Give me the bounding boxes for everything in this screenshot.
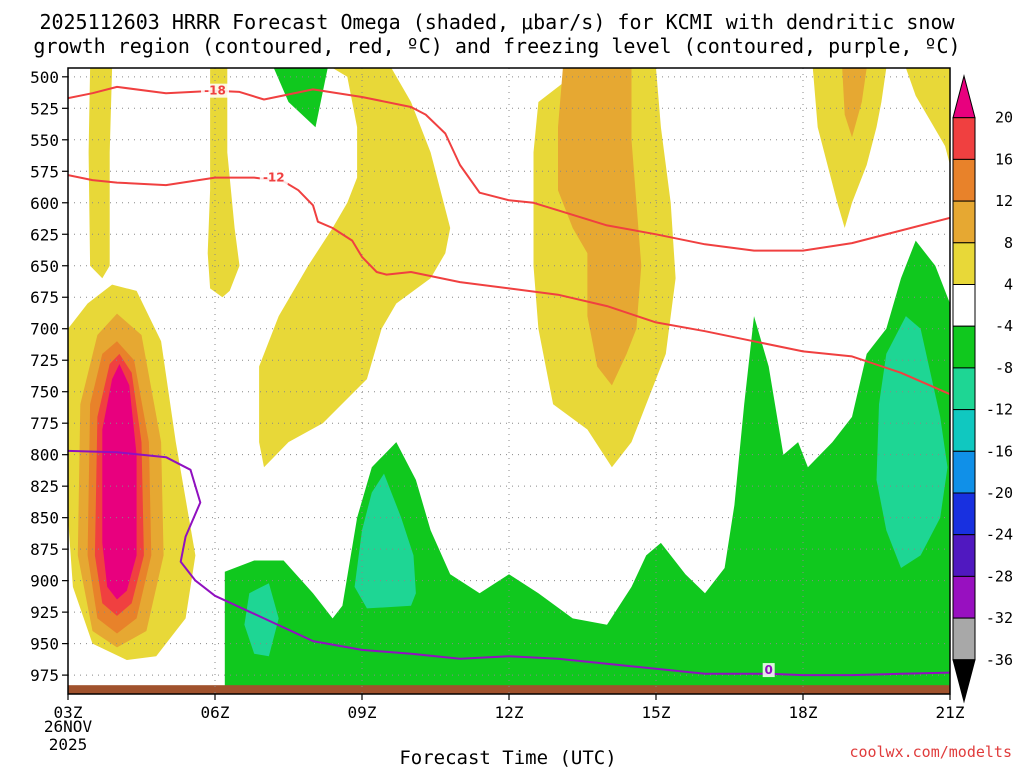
x-date-line-1: 26NOV bbox=[44, 717, 93, 736]
y-tick-label: 850 bbox=[30, 509, 59, 528]
colorbar-bin bbox=[952, 409, 976, 452]
colorbar-label: -8 bbox=[995, 359, 1013, 377]
colorbar-label: 16 bbox=[995, 150, 1013, 168]
y-tick-label: 500 bbox=[30, 68, 59, 87]
y-tick-label: 950 bbox=[30, 635, 59, 654]
contour-layer: -18 -12 0 bbox=[68, 83, 950, 678]
colorbar-bin bbox=[952, 158, 976, 202]
dgz-bottom-contour bbox=[68, 174, 950, 396]
colorbar-label: -24 bbox=[986, 526, 1013, 544]
colorbar-bin bbox=[952, 117, 976, 160]
x-tick-label: 06Z bbox=[201, 703, 230, 722]
x-tick-label: 18Z bbox=[789, 703, 818, 722]
y-tick-label: 725 bbox=[30, 351, 59, 370]
y-tick-label: 975 bbox=[30, 666, 59, 685]
x-date-line-2: 2025 bbox=[49, 735, 88, 754]
y-tick-label: 800 bbox=[30, 446, 59, 465]
dgz-top-label-bg bbox=[201, 83, 229, 98]
y-tick-label: 650 bbox=[30, 257, 59, 276]
colorbar-label: 20 bbox=[995, 109, 1013, 127]
colorbar-bin bbox=[952, 284, 976, 327]
colorbar-label: 8 bbox=[1004, 234, 1013, 252]
colorbar-label: -16 bbox=[986, 442, 1013, 460]
omega-region-13 bbox=[273, 68, 328, 128]
omega-region-17 bbox=[876, 316, 948, 568]
omega-region-10 bbox=[812, 68, 887, 228]
colorbar-bin bbox=[952, 367, 976, 411]
chart-title-line-2: growth region (contoured, red, ºC) and f… bbox=[33, 34, 960, 58]
x-axis-title: Forecast Time (UTC) bbox=[399, 747, 616, 768]
colorbar-bin bbox=[952, 534, 976, 577]
omega-region-12 bbox=[905, 68, 950, 165]
freezing-level-label-bg bbox=[762, 663, 775, 678]
x-tick-label: 21Z bbox=[936, 703, 965, 722]
colorbar-label: -4 bbox=[995, 317, 1013, 335]
y-tick-label: 600 bbox=[30, 194, 59, 213]
y-tick-label: 675 bbox=[30, 288, 59, 307]
colorbar-top-arrow bbox=[952, 74, 976, 119]
omega-region-11 bbox=[842, 68, 867, 138]
y-tick-label: 550 bbox=[30, 131, 59, 150]
omega-region-15 bbox=[244, 583, 279, 657]
colorbar-bin bbox=[952, 492, 976, 536]
x-axis: 03Z 06Z 09Z 12Z 15Z 18Z 21Z bbox=[54, 694, 965, 722]
omega-region-6 bbox=[207, 68, 240, 298]
y-tick-label: 925 bbox=[30, 603, 59, 622]
credit-link[interactable]: coolwx.com/modelts bbox=[849, 743, 1012, 761]
colorbar: 20 16 12 8 4 -4 -8 -12 -16 -20 -24 -28 -32 -36 bbox=[952, 74, 1013, 704]
x-tick-label: 12Z bbox=[495, 703, 524, 722]
omega-region-16 bbox=[354, 473, 416, 609]
dgz-bottom-label-bg bbox=[259, 170, 288, 185]
colorbar-label: -36 bbox=[986, 651, 1013, 669]
ground-layer bbox=[68, 685, 950, 694]
omega-region-9 bbox=[558, 68, 642, 386]
y-tick-label: 750 bbox=[30, 383, 59, 402]
dgz-bottom-label: -12 bbox=[263, 171, 285, 185]
y-tick-label: 825 bbox=[30, 477, 59, 496]
colorbar-bin bbox=[952, 617, 976, 661]
y-axis: 500 525 550 575 600 625 650 675 700 725 750 775 800 8… bbox=[30, 68, 68, 685]
colorbar-bin bbox=[952, 200, 976, 244]
colorbar-label: -32 bbox=[986, 609, 1013, 627]
colorbar-bin bbox=[952, 450, 976, 494]
omega-shading-layer bbox=[68, 68, 950, 694]
colorbar-bin bbox=[952, 325, 976, 369]
x-tick-label: 09Z bbox=[348, 703, 377, 722]
y-tick-label: 875 bbox=[30, 540, 59, 559]
y-tick-label: 775 bbox=[30, 414, 59, 433]
colorbar-bin bbox=[952, 575, 976, 619]
dgz-top-label: -18 bbox=[204, 84, 226, 98]
colorbar-label: 4 bbox=[1004, 276, 1013, 294]
colorbar-bottom-arrow bbox=[952, 659, 976, 704]
x-tick-label: 03Z bbox=[54, 703, 83, 722]
omega-region-0 bbox=[88, 68, 113, 279]
y-tick-label: 525 bbox=[30, 99, 59, 118]
ground-bar bbox=[68, 685, 950, 694]
colorbar-label: -20 bbox=[986, 484, 1013, 502]
colorbar-label: 12 bbox=[995, 192, 1013, 210]
freezing-level-label: 0 bbox=[765, 663, 773, 677]
chart-title-line-1: 2025112603 HRRR Forecast Omega (shaded, … bbox=[39, 10, 955, 34]
colorbar-label: -28 bbox=[986, 567, 1013, 585]
y-tick-label: 900 bbox=[30, 572, 59, 591]
y-tick-label: 575 bbox=[30, 162, 59, 181]
colorbar-label: -12 bbox=[986, 401, 1013, 419]
omega-region-7 bbox=[259, 68, 451, 468]
y-tick-label: 700 bbox=[30, 320, 59, 339]
colorbar-bin bbox=[952, 242, 976, 286]
y-tick-label: 625 bbox=[30, 225, 59, 244]
x-tick-label: 15Z bbox=[642, 703, 671, 722]
